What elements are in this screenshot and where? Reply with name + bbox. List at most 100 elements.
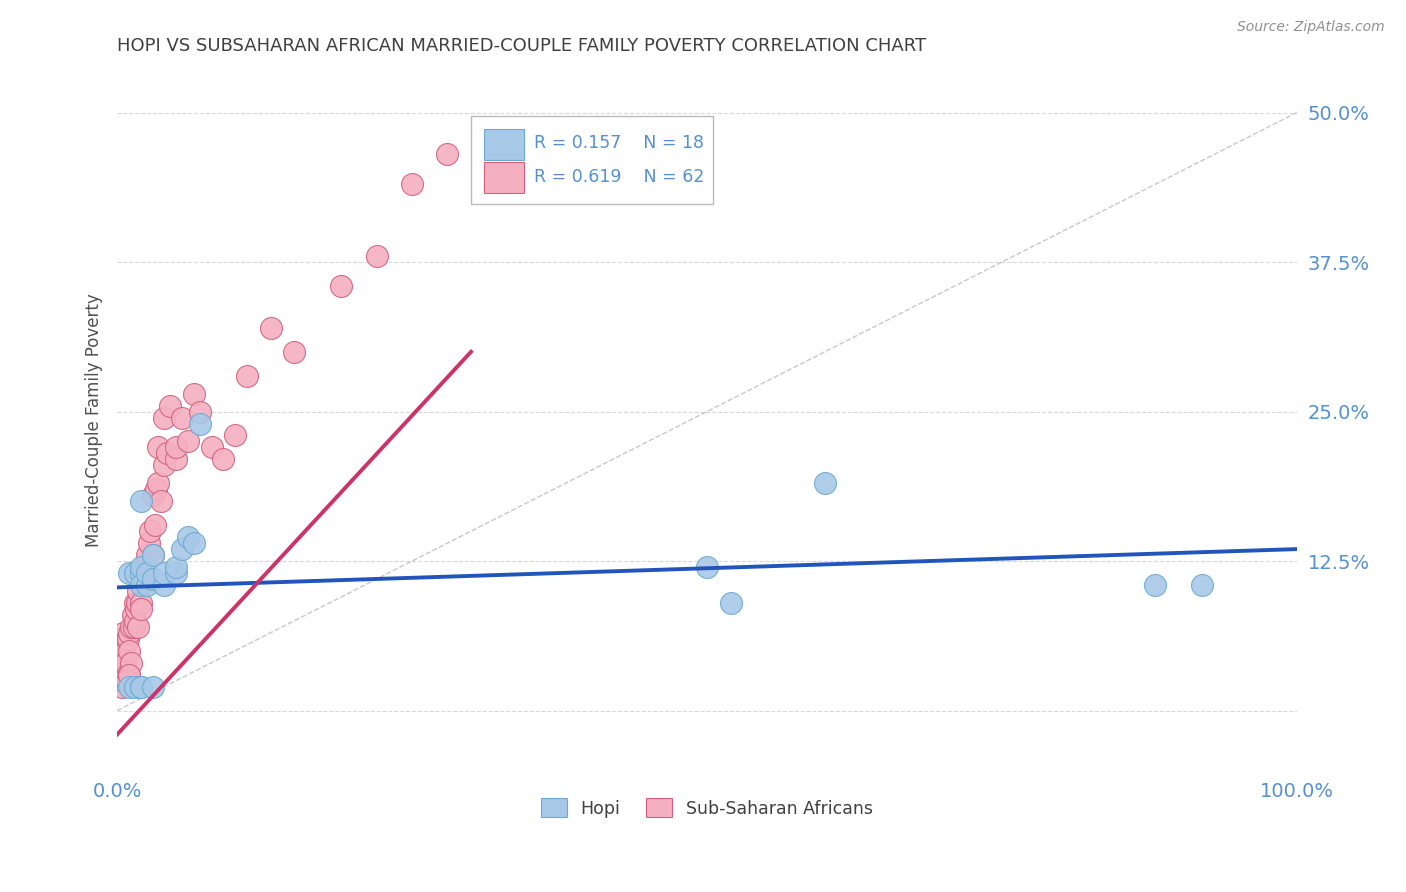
Point [170,542,193,557]
Point [156,446,179,460]
Point [165,441,187,455]
Point [170,410,193,425]
Point [142,488,165,502]
Point [112,667,135,681]
Point [165,560,187,574]
Point [1144,578,1167,592]
Point [124,596,146,610]
Point [177,530,200,544]
Point [135,578,157,592]
Point [142,572,165,586]
Text: R = 0.619    N = 62: R = 0.619 N = 62 [533,168,704,186]
Point [129,578,152,592]
Text: Source: ZipAtlas.com: Source: ZipAtlas.com [1237,20,1385,34]
Point [122,620,145,634]
Point [127,596,149,610]
Point [127,584,149,599]
Point [145,483,167,497]
Point [114,656,136,670]
Point [153,578,176,592]
Point [142,680,165,694]
Point [814,476,837,491]
Point [111,656,134,670]
Point [148,441,170,455]
Point [200,441,222,455]
Point [153,410,176,425]
Point [124,680,146,694]
Point [124,566,146,580]
Legend: Hopi, Sub-Saharan Africans: Hopi, Sub-Saharan Africans [534,791,880,824]
Point [148,476,170,491]
Point [1191,578,1213,592]
Point [121,607,143,622]
Point [283,344,305,359]
Point [720,596,742,610]
Point [117,632,139,646]
Point [183,386,205,401]
Text: HOPI VS SUBSAHARAN AFRICAN MARRIED-COUPLE FAMILY POVERTY CORRELATION CHART: HOPI VS SUBSAHARAN AFRICAN MARRIED-COUPL… [117,37,927,55]
Text: 0.0%: 0.0% [93,782,142,801]
Point [124,614,146,628]
Point [112,644,135,658]
Point [165,566,187,580]
Point [118,667,141,681]
Point [129,494,152,508]
Point [134,560,156,574]
Point [112,625,135,640]
Point [259,321,281,335]
Point [129,680,152,694]
Text: 100.0%: 100.0% [1260,782,1334,801]
Point [153,458,176,473]
Point [120,620,142,634]
Point [135,572,157,586]
Point [142,548,165,562]
Point [149,494,172,508]
Point [696,560,718,574]
Point [330,279,353,293]
Point [118,667,141,681]
Point [110,638,132,652]
Point [118,566,141,580]
Point [143,518,166,533]
Point [125,602,148,616]
Point [188,417,211,431]
Point [142,548,165,562]
Point [129,566,152,580]
Point [129,602,152,616]
FancyBboxPatch shape [484,162,524,194]
Point [129,560,152,574]
Point [118,644,141,658]
Point [153,566,176,580]
Point [115,632,138,646]
Point [115,667,138,681]
Point [236,368,259,383]
Point [188,404,211,418]
Point [138,536,160,550]
Text: R = 0.157    N = 18: R = 0.157 N = 18 [533,134,703,152]
FancyBboxPatch shape [484,128,524,160]
Point [118,625,141,640]
Point [115,673,138,688]
Point [127,620,149,634]
Point [129,596,152,610]
Y-axis label: Married-Couple Family Poverty: Married-Couple Family Poverty [86,293,103,548]
Point [129,680,152,694]
Point [212,452,235,467]
Point [177,434,200,449]
Point [183,536,205,550]
Point [224,428,246,442]
Point [129,572,152,586]
Point [132,566,155,580]
FancyBboxPatch shape [471,116,713,203]
Point [111,680,134,694]
Point [120,656,142,670]
Point [139,524,162,538]
Point [159,399,181,413]
Point [436,147,458,161]
Point [112,673,135,688]
Point [118,680,141,694]
Point [165,452,187,467]
Point [135,548,157,562]
Point [401,178,423,192]
Point [366,249,388,263]
